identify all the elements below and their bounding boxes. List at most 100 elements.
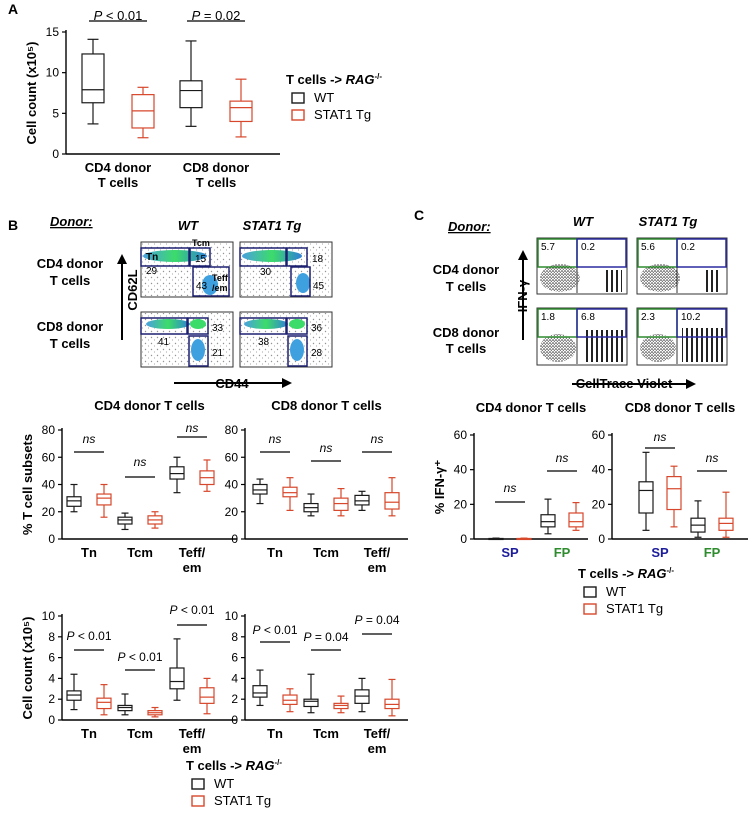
y-tick-label: 40 bbox=[592, 463, 606, 477]
cd8-wt-tn-value: 41 bbox=[158, 337, 170, 348]
box-iqr bbox=[229, 100, 253, 123]
box-stat1 bbox=[229, 78, 253, 138]
panel-label-c: C bbox=[414, 207, 424, 223]
chart-title: CD8 donor T cells bbox=[625, 400, 736, 415]
y-tick-label: 60 bbox=[592, 428, 606, 442]
box-stat1 bbox=[333, 695, 349, 714]
cd4-stat1-tn-value: 30 bbox=[260, 267, 272, 278]
y-tick-label: 0 bbox=[231, 713, 238, 727]
box-iqr bbox=[169, 466, 185, 480]
box-stat1 bbox=[568, 502, 584, 531]
box-iqr bbox=[718, 517, 734, 531]
y-tick-label: 0 bbox=[460, 532, 467, 546]
flow-b-plot-cd4-stat1: 30 18 45 bbox=[239, 241, 333, 298]
y-tick-label: 8 bbox=[231, 630, 238, 644]
cd4-wt-fp-value: 0.2 bbox=[581, 242, 595, 253]
box-iqr bbox=[169, 667, 185, 690]
legend-label-stat1: STAT1 Tg bbox=[606, 601, 663, 616]
significance-label: ns bbox=[371, 432, 384, 446]
box-wt bbox=[117, 512, 133, 531]
category-label: CD4 donor bbox=[85, 160, 151, 175]
significance-label: ns bbox=[186, 421, 199, 435]
y-tick-label: 5 bbox=[52, 106, 59, 120]
box-stat1 bbox=[199, 677, 215, 715]
y-tick-label: 10 bbox=[42, 609, 56, 623]
y-tick-label: 4 bbox=[48, 671, 55, 685]
legend-swatch-wt bbox=[191, 778, 205, 790]
box-iqr bbox=[333, 497, 349, 511]
legend-panel-b: T cells -> RAG-/- WT STAT1 Tg bbox=[186, 758, 282, 808]
significance-label: ns bbox=[654, 430, 667, 444]
category-label: SP bbox=[651, 545, 669, 560]
category-label: em bbox=[183, 560, 202, 575]
box-iqr bbox=[638, 481, 654, 514]
y-tick-label: 40 bbox=[454, 463, 468, 477]
y-tick-label: 15 bbox=[46, 25, 60, 39]
cd8-wt-fp-value: 6.8 bbox=[581, 312, 595, 323]
chart-c-ifng-cd8: 0 20 40 60 CD8 donor T cells SP ns FP ns bbox=[592, 400, 748, 560]
category-label: Tcm bbox=[313, 545, 339, 560]
flow-c-col-stat1: STAT1 Tg bbox=[639, 214, 698, 229]
y-tick-label: 0 bbox=[48, 532, 55, 546]
y-tick-label: 0 bbox=[231, 532, 238, 546]
box-iqr bbox=[179, 80, 203, 109]
category-label: Teff/ bbox=[364, 545, 391, 560]
cd8-stat1-tcm-value: 36 bbox=[311, 323, 323, 334]
cd8-wt-tcm-value: 33 bbox=[212, 323, 224, 334]
legend-swatch-wt bbox=[291, 92, 305, 104]
cd8-stat1-fp-value: 10.2 bbox=[681, 312, 701, 323]
chart-title: CD4 donor T cells bbox=[476, 400, 587, 415]
legend-panel-a: T cells -> RAG-/- WT STAT1 Tg bbox=[286, 72, 382, 122]
category-label: Teff/ bbox=[179, 726, 206, 741]
gate-tn-label: Tn bbox=[146, 252, 158, 263]
significance-label: P = 0.02 bbox=[192, 8, 241, 23]
legend-panel-c: T cells -> RAG-/- WT STAT1 Tg bbox=[578, 566, 674, 616]
cd8-wt-teff-value: 21 bbox=[212, 348, 224, 359]
flow-b-row1-label-line1: CD4 donor bbox=[37, 256, 103, 271]
chart-b-percent-cd8: 0 20 40 60 80 CD8 donor T cells Tn ns Tcm ns Teff/… bbox=[225, 398, 408, 575]
chart-b-count-cd4: 0 2 4 6 8 10 Cell count (x10⁵) Tn P < 0.01 Tcm P <… bbox=[20, 603, 237, 756]
cd4-wt-tcm-value: 15 bbox=[195, 254, 207, 265]
flow-c-col-wt: WT bbox=[573, 214, 594, 229]
legend-title: T cells -> RAG-/- bbox=[286, 72, 382, 87]
box-iqr bbox=[303, 698, 319, 708]
flow-c-donor-label: Donor: bbox=[448, 219, 491, 234]
box-wt bbox=[81, 38, 105, 125]
box-wt bbox=[117, 693, 133, 716]
flow-c-y-arrowhead bbox=[518, 250, 528, 260]
cd8-stat1-teff-value: 28 bbox=[311, 348, 323, 359]
gate-tcm-label: Tcm bbox=[192, 238, 210, 248]
category-label: T cells bbox=[196, 175, 236, 190]
box-stat1 bbox=[333, 487, 349, 517]
flow-b-plot-cd4-wt: Tn Tcm Teff /em 29 15 43 bbox=[140, 238, 234, 298]
category-label: Tn bbox=[267, 545, 283, 560]
significance-label: ns bbox=[504, 481, 517, 495]
significance-label: P < 0.01 bbox=[117, 650, 162, 664]
y-axis-title: % T cell subsets bbox=[20, 434, 35, 535]
cd8-wt-sp-value: 1.8 bbox=[541, 312, 555, 323]
box-iqr bbox=[66, 496, 82, 507]
category-label: SP bbox=[501, 545, 519, 560]
box-wt bbox=[252, 478, 268, 505]
box-iqr bbox=[96, 493, 112, 506]
y-tick-label: 0 bbox=[48, 713, 55, 727]
box-iqr bbox=[117, 516, 133, 525]
flow-c-x-arrowhead bbox=[686, 379, 696, 389]
box-wt bbox=[303, 493, 319, 517]
cd4-stat1-sp-value: 5.6 bbox=[641, 242, 655, 253]
chart-b-count-cd8: 0 2 4 6 8 10 Tn P < 0.01 Tcm P = 0.04 Teff/em P = 0… bbox=[225, 609, 408, 756]
y-tick-label: 60 bbox=[225, 450, 239, 464]
significance-label: ns bbox=[706, 451, 719, 465]
box-iqr bbox=[81, 53, 105, 104]
y-tick-label: 60 bbox=[42, 450, 56, 464]
gate-em-label: /em bbox=[212, 283, 228, 293]
box-iqr bbox=[354, 494, 370, 506]
legend-swatch-wt bbox=[583, 586, 597, 598]
chart-c-ifng-cd4: 0 20 40 60 % IFN-γ⁺ CD4 donor T cells SP ns FP ns bbox=[432, 400, 588, 560]
box-iqr bbox=[568, 512, 584, 528]
chart-title: CD4 donor T cells bbox=[94, 398, 205, 413]
flow-c-row2-label-line1: CD8 donor bbox=[433, 325, 499, 340]
box-stat1 bbox=[147, 511, 163, 529]
y-tick-label: 10 bbox=[225, 609, 239, 623]
